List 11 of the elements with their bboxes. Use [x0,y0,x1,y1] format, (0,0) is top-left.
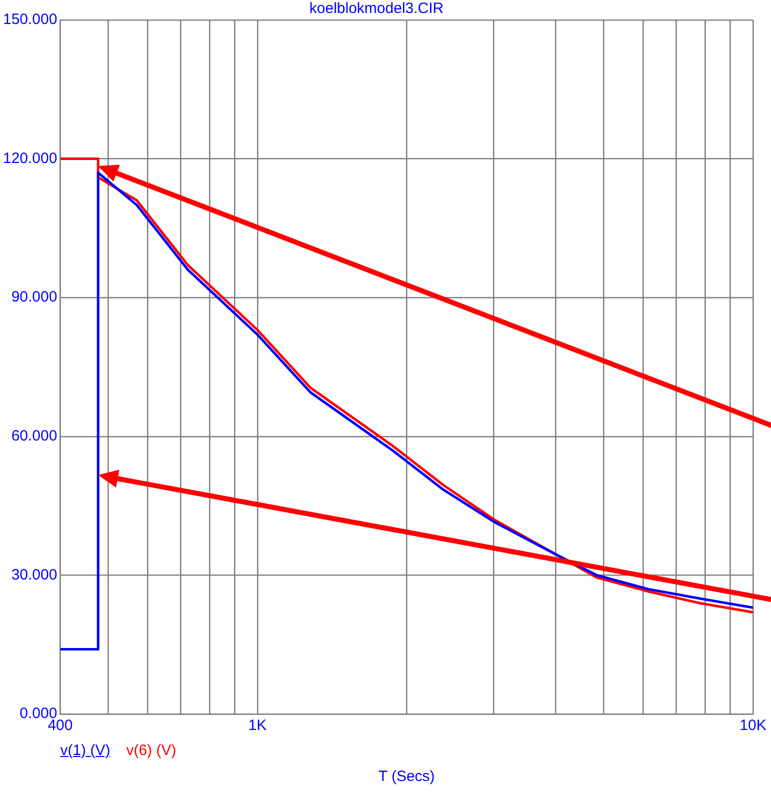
y-tick-label: 120.000 [2,150,58,167]
x-tick-label: 10K [740,717,766,734]
y-tick-label: 60.000 [11,428,58,445]
text: v(6) (V) [126,742,176,759]
y-tick-label: 150.000 [2,11,58,28]
x-axis-title: T (Secs) [378,768,435,786]
text: v(1) (V) [60,742,110,759]
y-tick-label: 90.000 [11,288,58,306]
y-tick-label: 30.000 [11,566,58,584]
chart-title: koelblokmodel3.CIR [309,0,444,18]
x-tick-label: 1K [248,717,267,734]
